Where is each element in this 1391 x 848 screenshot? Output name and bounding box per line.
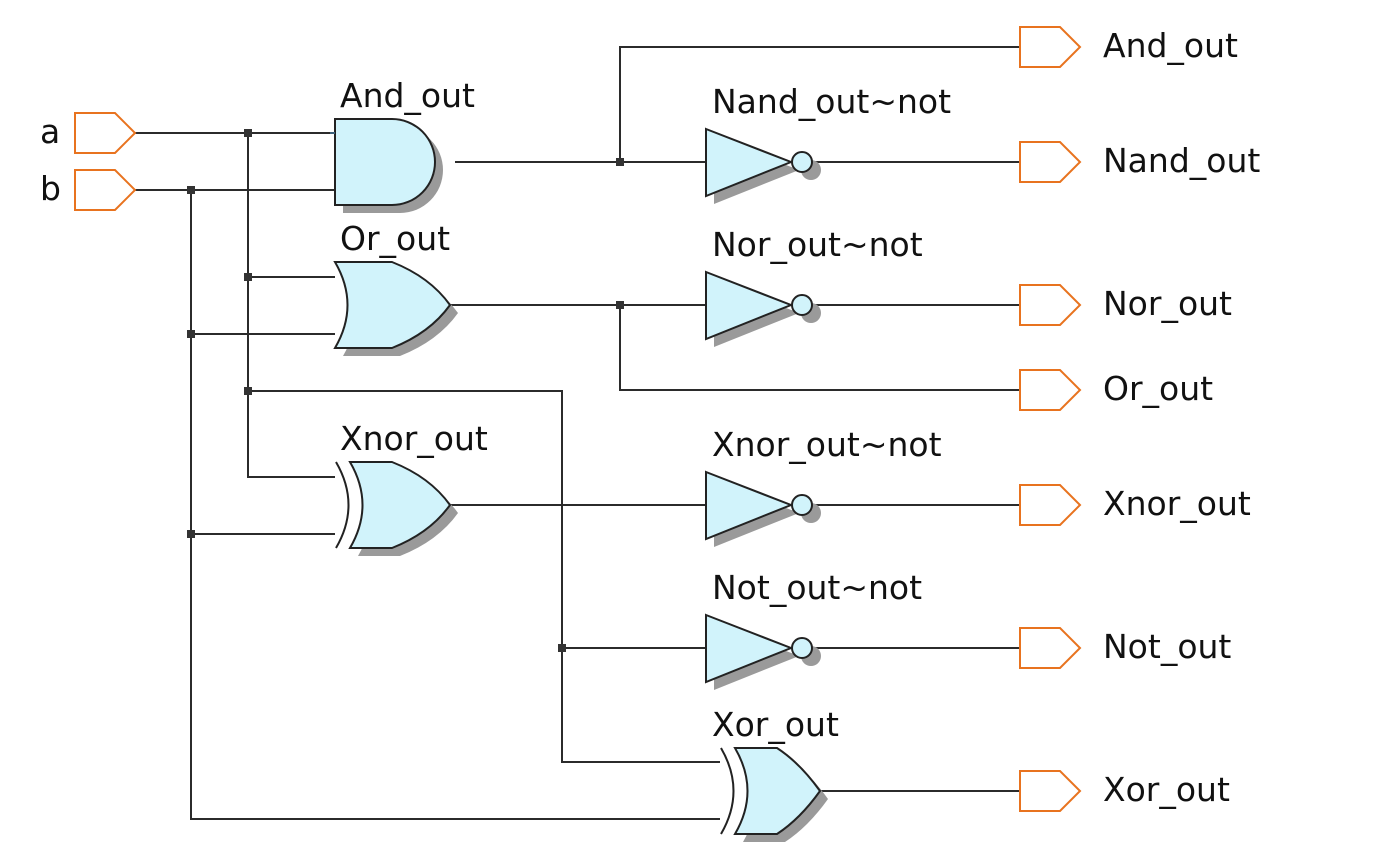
- junction-dot: [616, 158, 624, 166]
- output-port-not[interactable]: [1019, 627, 1082, 669]
- wire-b-trunk: [190, 190, 720, 820]
- junction-dot: [187, 530, 195, 538]
- output-label-xnor: Xnor_out: [1103, 484, 1251, 523]
- junction-dot: [187, 330, 195, 338]
- nand-inverter[interactable]: [705, 127, 821, 204]
- junction-dot: [187, 186, 195, 194]
- xor-gate[interactable]: [720, 746, 828, 842]
- wire-a-trunk: [247, 133, 335, 478]
- junction-dot: [558, 644, 566, 652]
- output-label-nand: Nand_out: [1103, 141, 1260, 180]
- output-port-and[interactable]: [1019, 26, 1082, 68]
- output-label-and: And_out: [1103, 26, 1238, 65]
- gate-label-or: Or_out: [340, 219, 450, 258]
- junction-dot: [616, 301, 624, 309]
- gate-label-nor-not: Nor_out~not: [712, 225, 923, 264]
- wire-and-to-port: [619, 46, 1020, 162]
- output-port-xor[interactable]: [1019, 770, 1082, 812]
- input-label-b: b: [40, 169, 61, 208]
- output-port-nand[interactable]: [1019, 141, 1082, 183]
- wire-a-to-not: [248, 390, 720, 763]
- input-port-b[interactable]: [74, 169, 137, 211]
- wires: [135, 46, 1020, 820]
- junction-dot: [244, 129, 252, 137]
- output-label-or: Or_out: [1103, 369, 1213, 408]
- output-port-xnor[interactable]: [1019, 484, 1082, 526]
- output-label-xor: Xor_out: [1103, 770, 1230, 809]
- not-inverter[interactable]: [705, 613, 821, 690]
- gate-label-nand-not: Nand_out~not: [712, 82, 951, 121]
- gate-label-and: And_out: [340, 76, 475, 115]
- wire-or-to-port: [619, 305, 1020, 391]
- output-port-or[interactable]: [1019, 369, 1082, 411]
- junction-dot: [244, 387, 252, 395]
- input-label-a: a: [40, 112, 60, 151]
- or-gate[interactable]: [333, 261, 458, 356]
- output-label-nor: Nor_out: [1103, 284, 1232, 323]
- junction-dot: [244, 273, 252, 281]
- output-port-nor[interactable]: [1019, 284, 1082, 326]
- input-port-a[interactable]: [74, 112, 137, 154]
- gate-label-xnor: Xnor_out: [340, 419, 488, 458]
- xnor-inverter[interactable]: [705, 470, 821, 547]
- nor-inverter[interactable]: [705, 270, 821, 347]
- and-gate[interactable]: [330, 118, 443, 213]
- junctions: [187, 129, 624, 652]
- gate-label-not-not: Not_out~not: [712, 568, 922, 607]
- xnor-gate[interactable]: [335, 461, 458, 556]
- gate-label-xor: Xor_out: [712, 705, 839, 744]
- gate-label-xnor-not: Xnor_out~not: [712, 425, 942, 464]
- output-label-not: Not_out: [1103, 627, 1231, 666]
